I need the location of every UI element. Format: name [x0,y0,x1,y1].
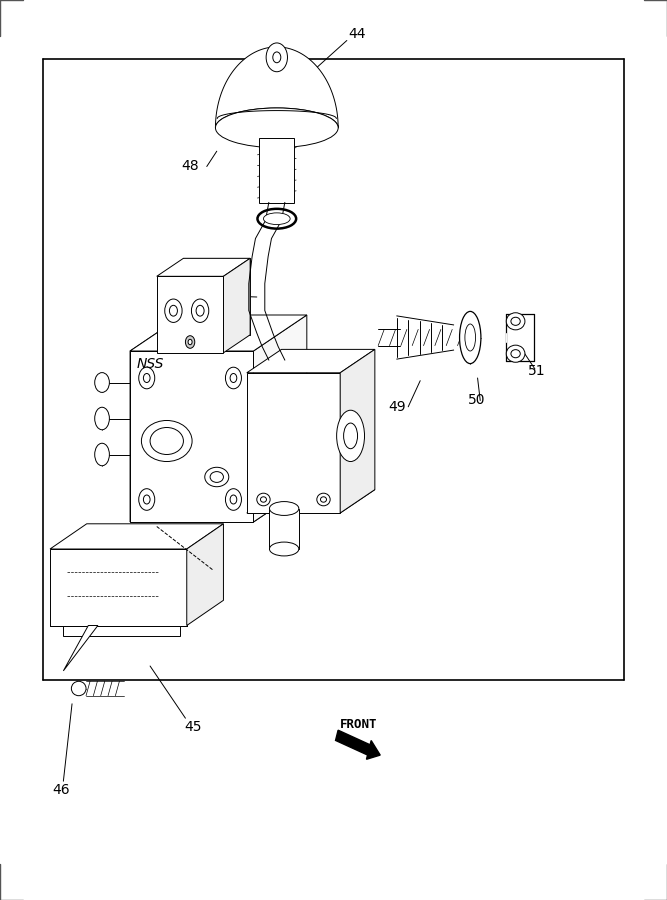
Ellipse shape [269,501,299,516]
Ellipse shape [269,542,299,556]
Text: FRONT: FRONT [340,718,378,731]
Ellipse shape [215,108,338,148]
Text: 46: 46 [53,783,70,797]
Ellipse shape [506,313,525,329]
Circle shape [165,299,182,322]
Ellipse shape [95,373,109,392]
Circle shape [225,367,241,389]
Circle shape [230,374,237,382]
Polygon shape [130,315,183,522]
Ellipse shape [320,497,327,502]
Circle shape [230,495,237,504]
Polygon shape [223,258,250,353]
Circle shape [225,489,241,510]
Circle shape [191,299,209,322]
Text: 44: 44 [348,26,366,40]
Ellipse shape [205,467,229,487]
Circle shape [143,374,150,382]
Circle shape [185,336,195,348]
Polygon shape [130,315,307,351]
Polygon shape [50,524,223,549]
Text: 45: 45 [185,720,202,734]
Ellipse shape [344,423,358,449]
Circle shape [266,43,287,72]
Ellipse shape [511,350,520,357]
Ellipse shape [337,410,364,462]
Ellipse shape [210,472,223,482]
Ellipse shape [263,213,290,225]
Ellipse shape [95,407,109,430]
Polygon shape [340,349,375,513]
Circle shape [273,52,281,63]
Polygon shape [63,626,180,636]
Text: 52: 52 [181,288,199,302]
Polygon shape [247,349,375,373]
Polygon shape [187,524,223,626]
Polygon shape [50,549,187,626]
Polygon shape [259,138,294,202]
Ellipse shape [506,346,525,362]
Polygon shape [157,258,250,276]
Ellipse shape [460,311,481,364]
Ellipse shape [465,324,476,351]
Polygon shape [269,508,299,549]
Text: 49: 49 [388,400,406,414]
Ellipse shape [317,493,330,506]
Text: 48: 48 [181,159,199,174]
Polygon shape [130,486,307,522]
Polygon shape [253,315,307,522]
Circle shape [196,305,204,316]
Ellipse shape [257,493,270,506]
Polygon shape [183,258,250,335]
Text: NSS: NSS [136,357,164,372]
Circle shape [139,489,155,510]
Circle shape [169,305,177,316]
Text: 50: 50 [468,393,486,408]
Text: 51: 51 [528,364,546,378]
Ellipse shape [260,497,267,502]
Ellipse shape [95,444,109,466]
Ellipse shape [141,420,192,462]
Polygon shape [215,47,338,128]
Ellipse shape [257,209,296,229]
Polygon shape [130,351,253,522]
Circle shape [188,339,192,345]
Circle shape [143,495,150,504]
Circle shape [139,367,155,389]
Ellipse shape [150,428,183,454]
FancyArrow shape [336,730,380,760]
Ellipse shape [71,681,86,696]
Polygon shape [247,490,375,513]
Polygon shape [63,626,98,670]
Polygon shape [157,276,223,353]
Ellipse shape [511,318,520,325]
Polygon shape [247,373,340,513]
